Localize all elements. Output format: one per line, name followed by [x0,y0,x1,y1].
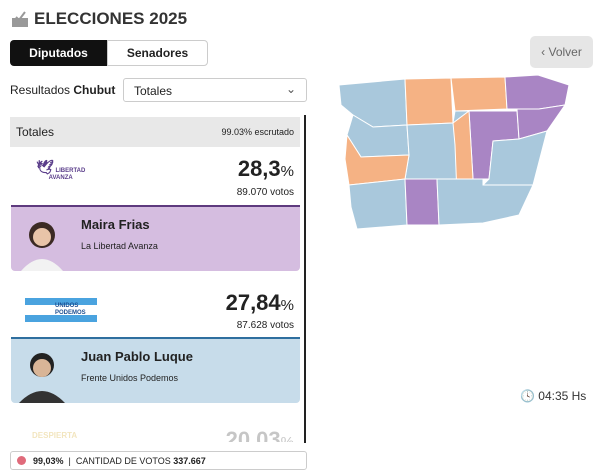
percent-unit: % [280,297,294,314]
footer-label: CANTIDAD DE VOTOS [75,456,171,466]
scrutinized: 99.03% escrutado [221,127,294,137]
party-name: Frente Unidos Podemos [81,373,179,383]
region [450,76,508,112]
footer-pct: 99,03% [33,456,64,466]
candidate-card: Juan Pablo Luque Frente Unidos Podemos [11,337,300,403]
region [404,178,440,226]
region [338,78,408,128]
ballot-icon [12,11,28,27]
percent-unit: % [281,434,294,442]
percent-value: 27,84 [225,290,281,315]
results-panel [10,115,307,443]
footer-votes: 337.667 [173,456,206,466]
region [436,178,534,226]
dropdown[interactable]: Totales ⌄ [123,78,307,102]
percent: 20,03% [94,427,294,442]
votes: 87.628 votos [236,320,294,331]
logo-text: DESPIERTA [32,431,78,440]
candidate-photo [21,222,63,271]
logo-text: UNIDOS [55,303,79,309]
votes: 89.070 votos [236,187,294,198]
region [504,75,570,110]
dropdown-value: Totales [134,84,173,98]
logo-up: UNIDOS PODEMOS [25,298,97,322]
region [404,77,454,126]
candidate-name: Juan Pablo Luque [81,349,193,364]
logo-lla: 🕊 LIBERTAD AVANZA [36,159,86,181]
scrollbar [304,115,306,443]
percent-value: 20,03 [225,427,281,442]
title: ELECCIONES 2025 [34,9,188,28]
back-button[interactable]: ‹ Volver [530,36,593,68]
timestamp: 🕓 04:35 Hs [520,389,587,403]
candidate-photo [19,353,65,403]
summary-header: Totales 99.03% escrutado [10,117,300,147]
map [338,75,570,230]
faded-result: DESPIERTA 20,03% [10,425,304,442]
results-label: Resultados Chubut [10,83,115,97]
party-name: La Libertad Avanza [81,241,158,251]
candidate-name: Maira Frias [81,217,150,232]
back-label: Volver [548,45,582,59]
percent: 28,3% [94,156,294,182]
percent-unit: % [280,163,294,180]
province: Chubut [73,83,116,97]
summary-title: Totales [16,125,55,139]
region [348,178,408,230]
footer-bar: 99,03% | CANTIDAD DE VOTOS 337.667 [10,451,307,470]
logo-text: PODEMOS [55,310,86,316]
tab-senadores[interactable]: Senadores [107,40,208,66]
percent: 27,84% [94,290,294,316]
logo-text: LIBERTAD [55,168,86,174]
percent-value: 28,3 [237,156,281,181]
candidate-card: Maira Frias La Libertad Avanza [11,205,300,271]
region [516,104,567,140]
tab-diputados[interactable]: Diputados [10,40,107,66]
results-text: Resultados [10,83,71,97]
status-dot [17,456,26,465]
logo-text: AVANZA [48,175,73,181]
time: 04:35 Hs [538,389,587,403]
